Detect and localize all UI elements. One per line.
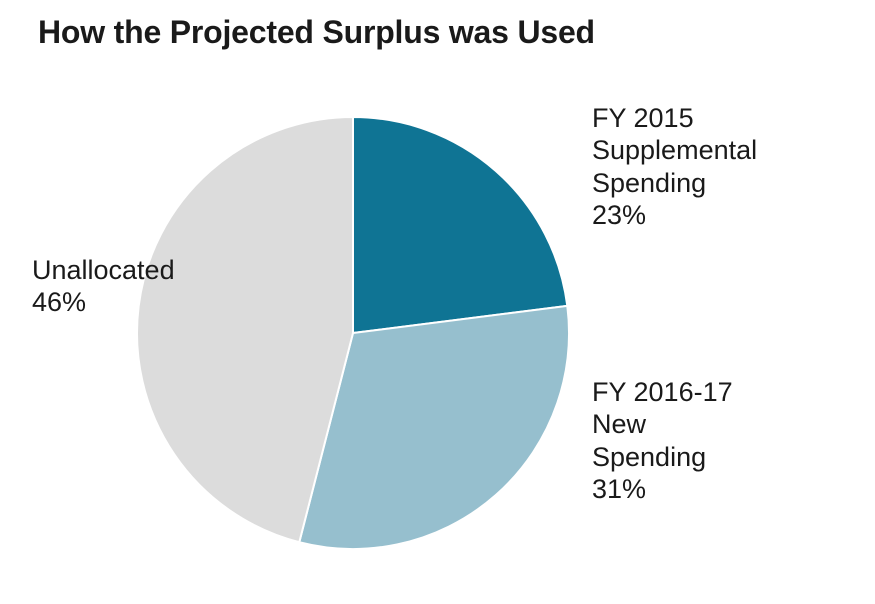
slice-label-line: Unallocated — [32, 254, 175, 286]
slice-label-line: FY 2016-17 — [592, 376, 733, 408]
slice-label-line: Supplemental — [592, 134, 757, 166]
slice-label-line: Spending — [592, 441, 733, 473]
slice-label-line: 23% — [592, 199, 757, 231]
slice-label-line: 46% — [32, 286, 175, 318]
slice-label-line: New — [592, 408, 733, 440]
pie-slice-fy2015 — [353, 117, 567, 333]
slice-label-fy2015: FY 2015SupplementalSpending23% — [592, 102, 757, 232]
slice-label-line: FY 2015 — [592, 102, 757, 134]
slice-label-fy201617: FY 2016-17NewSpending31% — [592, 376, 733, 506]
slice-label-unallocated: Unallocated46% — [32, 254, 175, 319]
slice-label-line: 31% — [592, 473, 733, 505]
slice-label-line: Spending — [592, 167, 757, 199]
